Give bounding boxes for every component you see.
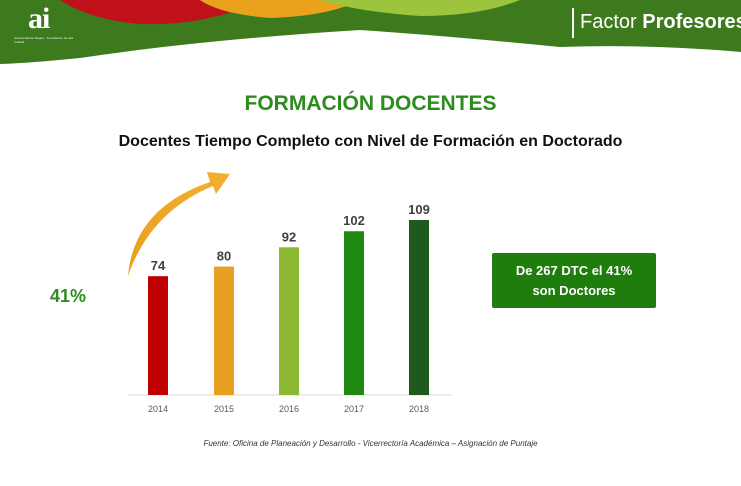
x-tick-label-2016: 2016 [279,404,299,414]
growth-arrow [128,172,230,276]
header-title-prefix: Factor [580,11,637,33]
logo: ai [28,2,50,35]
x-tick-label-2018: 2018 [409,404,429,414]
x-tick-label-2014: 2014 [148,404,168,414]
callout-box: De 267 DTC el 41% son Doctores [492,253,656,308]
data-label-2016: 92 [282,229,296,244]
x-tick-label-2015: 2015 [214,404,234,414]
bar-2018 [409,220,429,395]
callout-line-2: son Doctores [532,282,616,298]
data-label-2018: 109 [408,202,430,217]
bar-2017 [344,231,364,395]
bars-group: 74 2014 80 2015 92 2016 102 2017 109 2018 [148,202,430,414]
banner-orange-swoosh [200,0,360,18]
data-label-2014: 74 [151,258,166,273]
callout-text: De 267 DTC el 41% son Doctores [516,261,632,301]
bar-2015 [214,266,234,395]
section-title: FORMACIÓN DOCENTES [244,92,497,115]
chart-title: Docentes Tiempo Completo con Nivel de Fo… [118,133,623,150]
banner-red-swoosh [60,0,260,25]
data-label-2017: 102 [343,213,365,228]
callout-line-1: De 267 DTC el 41% [515,262,633,278]
header-title: Factor Profesores [580,11,741,34]
header-banner [0,0,741,64]
logo-subtext: Universidad de Ibagué · Acreditación de … [14,36,74,44]
banner-light-green-swoosh [320,0,520,16]
x-tick-label-2017: 2017 [344,404,364,414]
data-label-2015: 80 [217,249,231,264]
source-note: Fuente: Oficina de Planeación y Desarrol… [203,439,538,448]
header-divider [572,8,574,38]
header-title-bold: Profesores [642,11,741,33]
growth-percentage: 41% [50,286,87,306]
bar-2016 [279,247,299,395]
bar-2014 [148,276,168,395]
